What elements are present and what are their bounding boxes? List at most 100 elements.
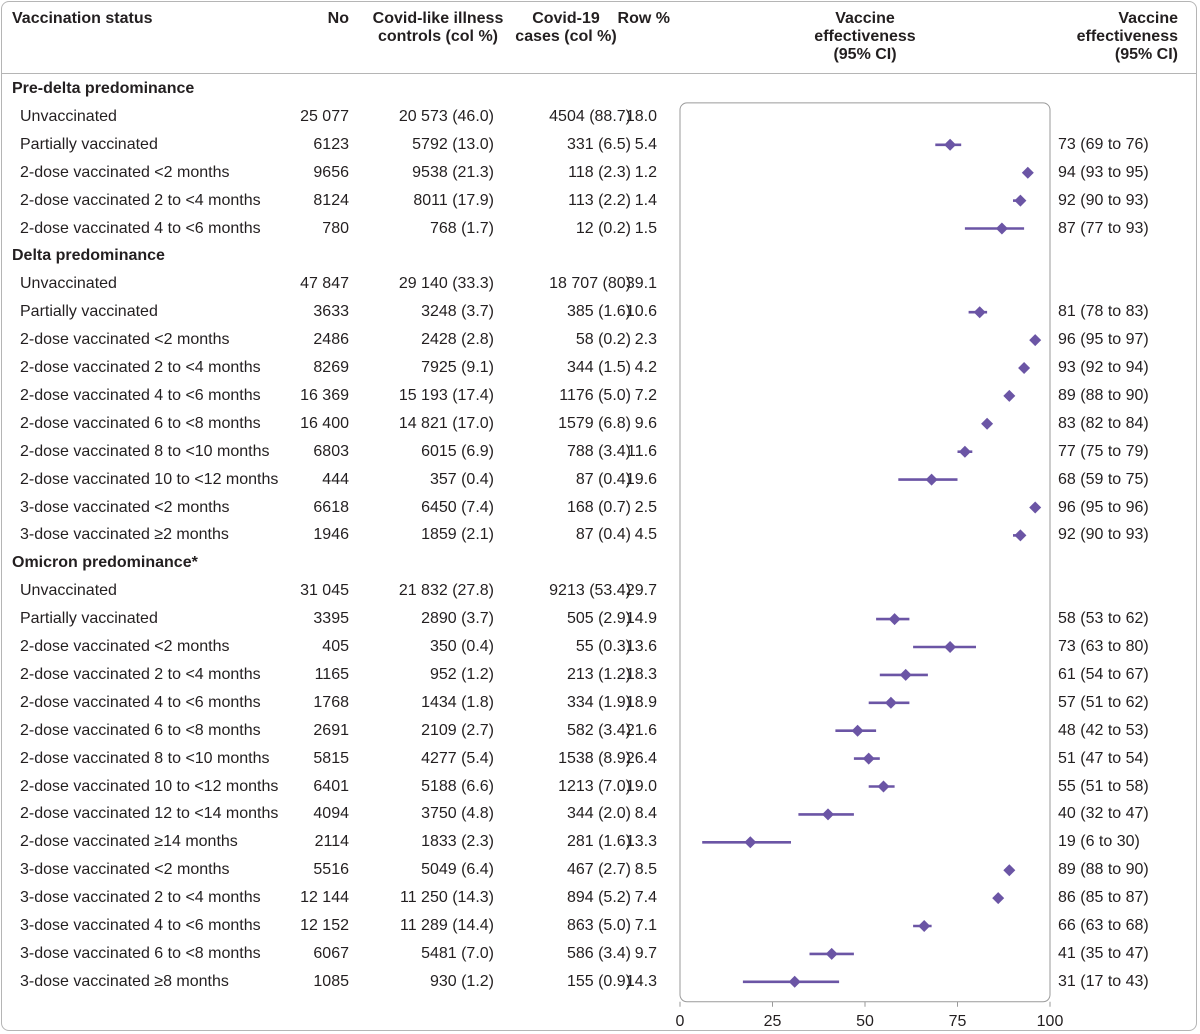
point-estimate bbox=[918, 920, 931, 932]
row-controls: 29 140 (33.3) bbox=[398, 275, 494, 293]
row-count: 780 bbox=[322, 219, 349, 237]
point-estimate bbox=[1018, 362, 1031, 374]
row-count: 5815 bbox=[313, 749, 349, 767]
ve-estimate-text: 96 (95 to 97) bbox=[1058, 331, 1149, 349]
row-controls: 1434 (1.8) bbox=[421, 693, 494, 711]
header-plot-line-1: Vaccine bbox=[835, 10, 895, 27]
row-cases: 894 (5.2) bbox=[566, 889, 631, 907]
header-row-pct: Row % bbox=[617, 10, 670, 27]
point-estimate bbox=[877, 780, 890, 793]
row-controls: 3750 (4.8) bbox=[421, 805, 494, 823]
row-count: 47 847 bbox=[300, 275, 349, 293]
row-percent: 1.2 bbox=[634, 163, 657, 181]
row-percent: 2.5 bbox=[634, 498, 657, 516]
ve-estimate-text: 96 (95 to 96) bbox=[1058, 498, 1149, 516]
point-estimate bbox=[825, 947, 838, 960]
row-label: 3-dose vaccinated 4 to <6 months bbox=[20, 917, 261, 934]
row-count: 6067 bbox=[313, 944, 349, 962]
point-estimate bbox=[899, 668, 912, 681]
row-count: 4094 bbox=[313, 805, 349, 823]
header-cases: Covid-19 cases (col %) bbox=[506, 10, 626, 46]
section-title: Omicron predominance* bbox=[12, 554, 198, 572]
row-cases: 113 (2.2) bbox=[568, 191, 631, 209]
row-cases: 863 (5.0) bbox=[566, 917, 631, 934]
point-estimate bbox=[1003, 864, 1016, 877]
row-label: 3-dose vaccinated 2 to <4 months bbox=[20, 889, 261, 907]
row-count: 405 bbox=[322, 638, 349, 655]
header-controls: Covid-like illness controls (col %) bbox=[358, 10, 518, 46]
row-label: 2-dose vaccinated 8 to <10 months bbox=[20, 442, 270, 460]
row-controls: 768 (1.7) bbox=[429, 219, 494, 237]
header-ve: Vaccine effectiveness (95% CI) bbox=[1077, 10, 1178, 64]
header-ve-line-1: Vaccine bbox=[1118, 10, 1178, 27]
row-percent: 13.6 bbox=[625, 638, 657, 655]
ve-estimate-text: 68 (59 to 75) bbox=[1058, 470, 1149, 488]
header-cases-line-1: Covid-19 bbox=[532, 10, 600, 27]
row-count: 25 077 bbox=[300, 107, 349, 125]
header-vaccination-status: Vaccination status bbox=[12, 10, 153, 27]
row-controls: 1833 (2.3) bbox=[421, 833, 494, 851]
row-cases: 58 (0.2) bbox=[575, 331, 631, 349]
header-ve-line-3: (95% CI) bbox=[1114, 46, 1178, 63]
row-controls: 5049 (6.4) bbox=[421, 861, 494, 879]
row-controls: 15 193 (17.4) bbox=[398, 386, 494, 404]
plot-panel bbox=[679, 102, 1051, 1003]
row-label: 2-dose vaccinated 2 to <4 months bbox=[20, 665, 261, 683]
x-tick-label: 25 bbox=[764, 1013, 782, 1030]
row-controls: 11 250 (14.3) bbox=[400, 889, 494, 907]
row-cases: 213 (1.2) bbox=[566, 665, 631, 683]
ve-estimate-text: 83 (82 to 84) bbox=[1058, 414, 1149, 432]
row-percent: 7.2 bbox=[634, 386, 657, 404]
x-tick-label: 50 bbox=[856, 1013, 874, 1030]
ve-estimate-text: 81 (78 to 83) bbox=[1058, 303, 1149, 321]
section-title: Pre-delta predominance bbox=[12, 80, 195, 97]
row-label: 2-dose vaccinated <2 months bbox=[20, 331, 230, 349]
row-cases: 385 (1.6) bbox=[566, 303, 631, 321]
row-controls: 8011 (17.9) bbox=[413, 191, 494, 209]
row-count: 3633 bbox=[313, 303, 349, 321]
row-percent: 26.4 bbox=[625, 749, 657, 767]
ve-estimate-text: 87 (77 to 93) bbox=[1058, 219, 1149, 237]
row-percent: 5.4 bbox=[634, 135, 657, 153]
point-estimate bbox=[862, 752, 875, 765]
point-estimate bbox=[744, 836, 757, 849]
row-label: 3-dose vaccinated <2 months bbox=[20, 498, 230, 516]
point-estimate bbox=[1014, 529, 1027, 542]
ve-estimate-text: 93 (92 to 94) bbox=[1058, 359, 1149, 376]
point-estimate bbox=[888, 613, 901, 626]
row-controls: 357 (0.4) bbox=[429, 470, 494, 488]
row-percent: 10.6 bbox=[625, 303, 657, 321]
row-count: 6618 bbox=[313, 498, 349, 516]
row-percent: 21.6 bbox=[625, 721, 657, 739]
point-estimate bbox=[1021, 166, 1034, 179]
row-count: 444 bbox=[322, 470, 349, 488]
x-tick-label: 75 bbox=[949, 1013, 967, 1030]
row-label: Unvaccinated bbox=[20, 275, 117, 293]
header-controls-line-1: Covid-like illness bbox=[372, 10, 504, 27]
header-cases-line-2: cases (col %) bbox=[515, 28, 617, 45]
row-count: 5516 bbox=[313, 861, 349, 879]
ve-estimate-text: 73 (63 to 80) bbox=[1058, 638, 1149, 655]
row-cases: 582 (3.4) bbox=[566, 721, 631, 739]
row-count: 1085 bbox=[313, 972, 349, 990]
row-cases: 12 (0.2) bbox=[575, 219, 631, 237]
row-percent: 4.2 bbox=[634, 359, 657, 376]
row-cases: 87 (0.4) bbox=[575, 470, 631, 488]
header-ve-line-2: effectiveness bbox=[1076, 28, 1178, 45]
point-estimate bbox=[995, 222, 1008, 235]
row-label: 3-dose vaccinated <2 months bbox=[20, 861, 230, 879]
point-estimate bbox=[944, 641, 957, 653]
row-label: 2-dose vaccinated <2 months bbox=[20, 638, 230, 655]
point-estimate bbox=[981, 417, 994, 430]
row-cases: 168 (0.7) bbox=[566, 498, 631, 516]
row-label: Partially vaccinated bbox=[20, 610, 158, 628]
row-label: 2-dose vaccinated 10 to <12 months bbox=[20, 777, 279, 795]
row-controls: 2428 (2.8) bbox=[421, 331, 494, 349]
ve-estimate-text: 31 (17 to 43) bbox=[1058, 972, 1149, 990]
row-count: 12 152 bbox=[300, 917, 349, 934]
row-label: Partially vaccinated bbox=[20, 303, 158, 321]
row-count: 16 369 bbox=[300, 386, 349, 404]
header-plot: Vaccine effectiveness (95% CI) bbox=[790, 10, 940, 64]
row-percent: 7.4 bbox=[634, 889, 657, 907]
ve-estimate-text: 66 (63 to 68) bbox=[1058, 917, 1149, 934]
